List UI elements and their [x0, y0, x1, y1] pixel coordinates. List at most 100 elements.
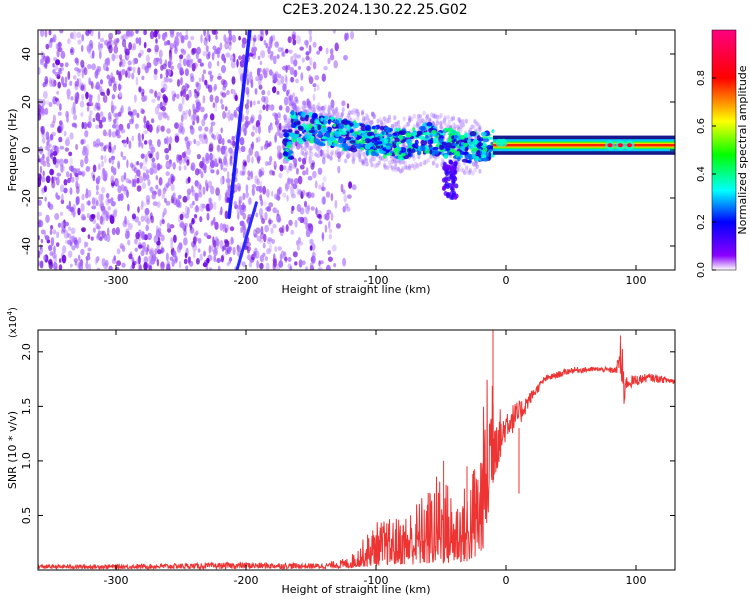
noise-dot — [192, 109, 197, 114]
signal-halo-dot — [431, 161, 435, 166]
noise-dot — [233, 109, 238, 118]
noise-dot — [107, 198, 112, 204]
noise-dot — [132, 57, 136, 66]
noise-dot — [87, 45, 92, 55]
noise-dot — [91, 205, 97, 210]
noise-dot — [38, 67, 41, 75]
noise-dot — [190, 35, 195, 41]
noise-dot — [201, 118, 206, 127]
signal-core-dot — [394, 127, 399, 133]
noise-dot — [249, 71, 253, 76]
noise-dot — [264, 211, 268, 221]
noise-dot — [190, 165, 194, 171]
snr-y-tick-label: 1.0 — [20, 452, 33, 470]
noise-dot — [62, 165, 65, 172]
signal-halo-dot — [378, 117, 382, 123]
noise-dot — [146, 62, 152, 71]
noise-dot — [294, 178, 299, 185]
signal-halo-dot — [327, 154, 331, 160]
colorbar-tick-label: 0.8 — [696, 70, 707, 86]
noise-dot — [207, 51, 211, 59]
noise-dot — [98, 50, 102, 60]
noise-dot — [77, 171, 83, 176]
noise-dot — [202, 50, 207, 57]
noise-dot — [292, 162, 298, 169]
noise-dot — [337, 165, 341, 174]
noise-dot — [108, 32, 114, 40]
noise-dot — [269, 155, 273, 163]
signal-halo-dot — [286, 123, 290, 129]
noise-dot — [268, 69, 273, 76]
noise-dot — [67, 226, 72, 231]
signal-halo-dot — [431, 113, 436, 118]
noise-dot — [230, 236, 234, 245]
signal-halo-dot — [357, 154, 362, 160]
signal-halo-dot — [440, 120, 444, 125]
snr-y-multiplier-close: ) — [8, 307, 19, 311]
signal-core-dot — [360, 125, 367, 131]
signal-halo-dot — [361, 109, 365, 115]
noise-dot — [312, 41, 317, 48]
noise-dot — [69, 172, 73, 180]
noise-dot — [132, 260, 137, 266]
noise-dot — [160, 261, 165, 270]
noise-dot — [64, 138, 70, 147]
noise-dot — [176, 31, 180, 37]
noise-dot — [277, 47, 282, 53]
signal-halo-dot — [443, 118, 447, 124]
signal-core-dot — [469, 131, 477, 137]
signal-halo-dot — [300, 150, 304, 156]
noise-dot — [334, 42, 339, 52]
noise-dot — [288, 98, 293, 107]
signal-halo-dot — [366, 114, 370, 120]
noise-dot — [116, 179, 120, 187]
noise-dot — [54, 71, 60, 77]
noise-dot — [59, 67, 63, 75]
signal-halo-dot — [363, 156, 367, 162]
signal-halo-dot — [476, 127, 480, 133]
noise-dot — [74, 67, 79, 72]
signal-halo-dot — [461, 168, 465, 174]
noise-dot — [63, 130, 67, 137]
noise-dot — [118, 123, 124, 131]
noise-dot — [134, 247, 138, 252]
noise-dot — [49, 123, 54, 128]
signal-core-dot — [341, 119, 345, 125]
signal-core-dot — [439, 144, 445, 151]
noise-dot — [294, 261, 298, 266]
noise-dot — [321, 186, 327, 192]
noise-dot — [331, 244, 337, 252]
noise-dot — [133, 167, 138, 174]
noise-dot — [59, 103, 62, 111]
noise-dot — [322, 176, 327, 182]
noise-dot — [98, 123, 103, 129]
noise-dot — [284, 182, 290, 190]
noise-dot — [87, 247, 92, 252]
noise-dot — [80, 84, 85, 91]
noise-dot — [160, 234, 165, 242]
noise-dot — [229, 161, 233, 167]
noise-dot — [150, 118, 155, 124]
signal-core-dot — [360, 147, 365, 151]
signal-halo-dot — [417, 154, 421, 160]
noise-dot — [203, 165, 207, 174]
signal-halo-dot — [369, 121, 373, 127]
noise-dot — [160, 64, 164, 71]
noise-dot — [219, 176, 224, 186]
noise-dot — [259, 36, 263, 42]
noise-dot — [214, 246, 217, 255]
noise-dot — [183, 237, 188, 246]
noise-dot — [350, 30, 354, 40]
signal-halo-dot — [383, 162, 387, 168]
noise-dot — [322, 157, 326, 165]
noise-dot — [141, 133, 145, 140]
noise-dot — [95, 68, 100, 76]
noise-dot — [317, 167, 323, 175]
signal-lobe-dot — [449, 166, 454, 172]
noise-dot — [135, 30, 139, 34]
noise-dot — [262, 252, 266, 257]
signal-halo-dot — [289, 166, 293, 172]
noise-dot — [135, 161, 138, 166]
noise-dot — [108, 37, 112, 43]
noise-dot — [258, 185, 263, 194]
